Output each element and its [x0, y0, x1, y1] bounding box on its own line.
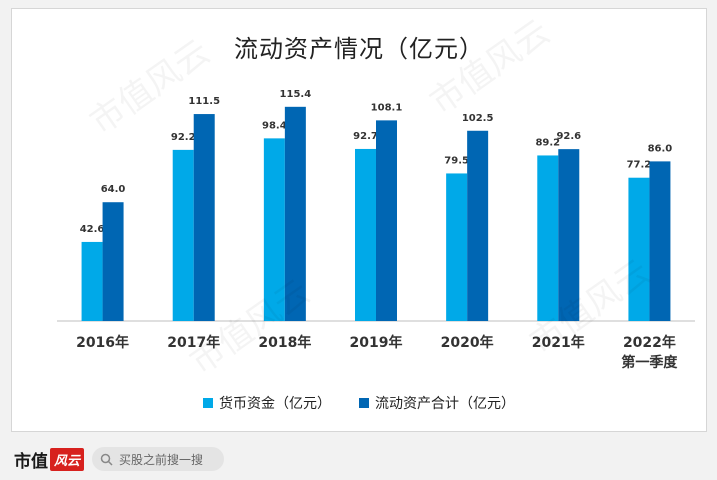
- data-label: 108.1: [371, 102, 403, 113]
- bar-current-assets: [376, 120, 397, 322]
- brand-logo[interactable]: 市值 风云: [14, 447, 85, 472]
- chart-card: 流动资产情况（亿元） 42.6 64.0 2016年 92.2 111.5 2017年 98…: [11, 8, 707, 432]
- legend: 货币资金（亿元） 流动资产合计（亿元）: [12, 393, 706, 413]
- brand-text: 市值: [14, 451, 48, 472]
- footer-bar: 市值 风云 买股之前搜一搜: [0, 438, 717, 480]
- brand-mark: 风云: [50, 447, 85, 471]
- x-tick-label: 第一季度: [621, 354, 678, 371]
- data-label: 89.2: [535, 137, 560, 148]
- data-label: 79.5: [444, 155, 469, 166]
- legend-item-cash: 货币资金（亿元）: [203, 393, 331, 413]
- bar-cash: [537, 155, 559, 321]
- bar-cash: [355, 148, 376, 321]
- data-label: 92.2: [171, 132, 196, 143]
- legend-label-cash: 货币资金（亿元）: [219, 396, 331, 412]
- bar-cash: [446, 173, 468, 321]
- x-tick-label: 2022年: [623, 334, 676, 351]
- bar-current-assets: [284, 106, 306, 321]
- bar-current-assets: [102, 202, 124, 321]
- x-tick-label: 2017年: [167, 334, 220, 351]
- data-label: 92.6: [556, 131, 581, 142]
- search-icon: [100, 453, 113, 466]
- legend-item-current-assets: 流动资产合计（亿元）: [359, 393, 515, 413]
- bar-cash: [81, 241, 103, 321]
- data-label: 64.0: [101, 184, 126, 195]
- bar-current-assets: [467, 130, 489, 321]
- data-label: 115.4: [280, 89, 312, 100]
- data-label: 42.6: [80, 224, 105, 235]
- search-box[interactable]: 买股之前搜一搜: [92, 447, 225, 471]
- x-tick-label: 2018年: [258, 334, 311, 351]
- bar-chart: 42.6 64.0 2016年 92.2 111.5 2017年 98.4 115.4 2018…: [57, 89, 695, 371]
- data-label: 86.0: [648, 143, 673, 154]
- x-tick-label: 2019年: [350, 334, 403, 351]
- bar-current-assets: [193, 114, 215, 321]
- bar-cash: [628, 177, 650, 321]
- legend-swatch-cash: [203, 398, 213, 408]
- x-tick-label: 2020年: [441, 334, 494, 351]
- bar-current-assets: [649, 161, 671, 321]
- legend-swatch-current-assets: [359, 398, 369, 408]
- legend-label-current-assets: 流动资产合计（亿元）: [375, 396, 515, 412]
- data-label: 98.4: [262, 120, 287, 131]
- data-label: 102.5: [462, 113, 494, 124]
- search-placeholder: 买股之前搜一搜: [119, 452, 204, 467]
- chart-title: 流动资产情况（亿元）: [234, 35, 484, 63]
- x-tick-label: 2021年: [532, 334, 585, 351]
- data-label: 92.7: [353, 131, 378, 142]
- bar-cash: [263, 138, 285, 321]
- data-label: 111.5: [188, 96, 220, 107]
- bar-cash: [172, 149, 194, 321]
- data-label: 77.2: [627, 160, 652, 171]
- bar-current-assets: [558, 149, 580, 321]
- x-tick-label: 2016年: [76, 334, 129, 351]
